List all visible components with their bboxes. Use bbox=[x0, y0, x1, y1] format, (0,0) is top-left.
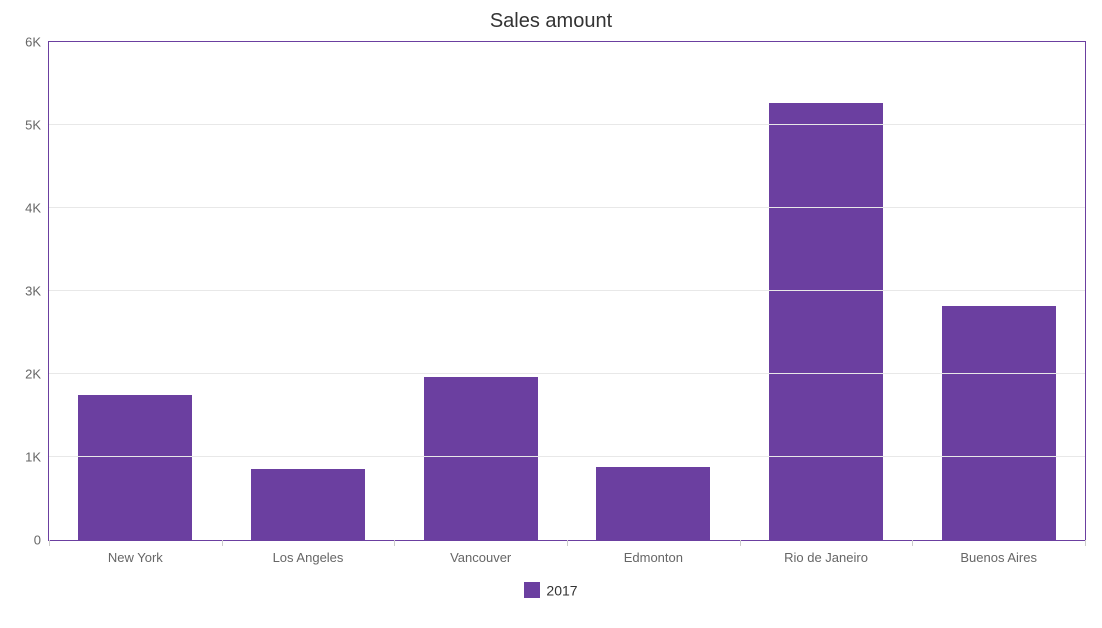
bar-slot bbox=[912, 42, 1085, 540]
legend: 2017 bbox=[10, 581, 1092, 598]
sales-bar-chart: Sales amount New YorkLos AngelesVancouve… bbox=[0, 0, 1102, 628]
plot-area: New YorkLos AngelesVancouverEdmontonRio … bbox=[48, 41, 1086, 541]
gridline bbox=[49, 373, 1085, 374]
legend-label: 2017 bbox=[546, 582, 577, 598]
bar bbox=[596, 467, 710, 540]
bar bbox=[769, 103, 883, 540]
x-tick bbox=[222, 540, 223, 546]
bar bbox=[78, 395, 192, 540]
bar bbox=[424, 377, 538, 540]
y-tick-label: 1K bbox=[25, 450, 41, 465]
y-tick-label: 6K bbox=[25, 35, 41, 50]
x-tick bbox=[49, 540, 50, 546]
x-axis-label: Los Angeles bbox=[222, 550, 395, 565]
x-axis-label: Vancouver bbox=[394, 550, 567, 565]
x-axis-label: New York bbox=[49, 550, 222, 565]
x-tick bbox=[567, 540, 568, 546]
x-axis-labels: New YorkLos AngelesVancouverEdmontonRio … bbox=[49, 550, 1085, 565]
y-tick-label: 4K bbox=[25, 201, 41, 216]
gridline bbox=[49, 290, 1085, 291]
bar-slot bbox=[740, 42, 913, 540]
x-axis-label: Buenos Aires bbox=[912, 550, 1085, 565]
bar-slot bbox=[394, 42, 567, 540]
chart-title: Sales amount bbox=[10, 10, 1092, 33]
bar-slot bbox=[567, 42, 740, 540]
legend-swatch bbox=[524, 582, 540, 598]
y-tick-label: 0 bbox=[34, 533, 41, 548]
x-tick bbox=[740, 540, 741, 546]
gridline bbox=[49, 456, 1085, 457]
y-tick-label: 3K bbox=[25, 284, 41, 299]
x-axis-label: Rio de Janeiro bbox=[740, 550, 913, 565]
gridline bbox=[49, 124, 1085, 125]
x-tick bbox=[1085, 540, 1086, 546]
x-tick bbox=[394, 540, 395, 546]
x-tick bbox=[912, 540, 913, 546]
y-tick-label: 5K bbox=[25, 118, 41, 133]
bar bbox=[942, 306, 1056, 540]
bar-slot bbox=[222, 42, 395, 540]
x-axis-label: Edmonton bbox=[567, 550, 740, 565]
y-tick-label: 2K bbox=[25, 367, 41, 382]
bar-slot bbox=[49, 42, 222, 540]
bar bbox=[251, 469, 365, 540]
gridline bbox=[49, 207, 1085, 208]
plot-wrapper: New YorkLos AngelesVancouverEdmontonRio … bbox=[48, 41, 1086, 541]
bars-layer bbox=[49, 42, 1085, 540]
